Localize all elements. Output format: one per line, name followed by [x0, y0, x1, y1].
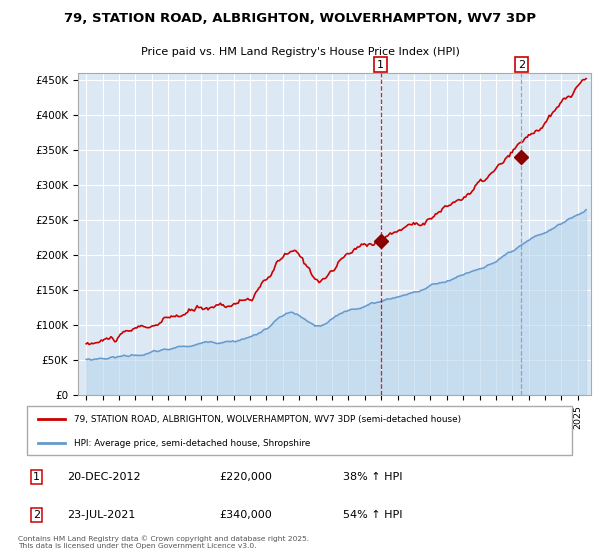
Text: 54% ↑ HPI: 54% ↑ HPI	[343, 510, 403, 520]
Text: £340,000: £340,000	[220, 510, 272, 520]
Text: 38% ↑ HPI: 38% ↑ HPI	[343, 472, 403, 482]
Text: Price paid vs. HM Land Registry's House Price Index (HPI): Price paid vs. HM Land Registry's House …	[140, 48, 460, 58]
Text: 23-JUL-2021: 23-JUL-2021	[67, 510, 135, 520]
FancyBboxPatch shape	[27, 406, 572, 455]
Text: £220,000: £220,000	[220, 472, 272, 482]
Text: HPI: Average price, semi-detached house, Shropshire: HPI: Average price, semi-detached house,…	[74, 438, 310, 447]
Text: 20-DEC-2012: 20-DEC-2012	[67, 472, 140, 482]
Text: 2: 2	[518, 59, 525, 69]
Text: 79, STATION ROAD, ALBRIGHTON, WOLVERHAMPTON, WV7 3DP: 79, STATION ROAD, ALBRIGHTON, WOLVERHAMP…	[64, 12, 536, 25]
Text: Contains HM Land Registry data © Crown copyright and database right 2025.
This d: Contains HM Land Registry data © Crown c…	[18, 535, 309, 549]
Text: 1: 1	[377, 59, 384, 69]
Text: 1: 1	[33, 472, 40, 482]
Text: 2: 2	[33, 510, 40, 520]
Text: 79, STATION ROAD, ALBRIGHTON, WOLVERHAMPTON, WV7 3DP (semi-detached house): 79, STATION ROAD, ALBRIGHTON, WOLVERHAMP…	[74, 415, 461, 424]
